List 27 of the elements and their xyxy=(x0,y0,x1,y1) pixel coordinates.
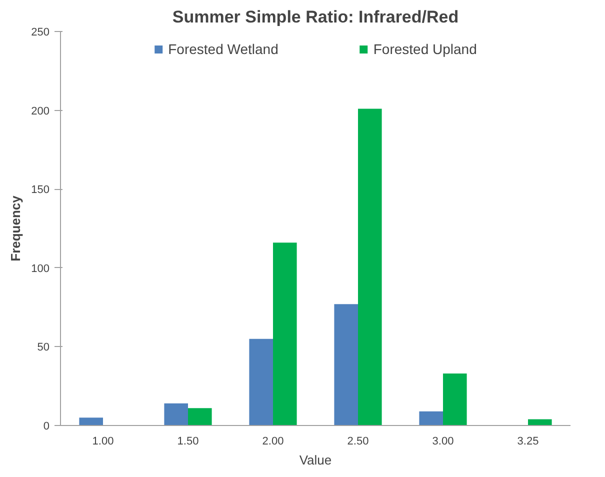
bar xyxy=(358,108,382,426)
chart-title: Summer Simple Ratio: Infrared/Red xyxy=(172,8,459,26)
bar xyxy=(419,411,443,426)
x-tick-label: 1.50 xyxy=(177,436,199,448)
bar xyxy=(249,338,273,426)
bar xyxy=(443,373,467,426)
y-tick-label: 200 xyxy=(31,105,50,118)
x-axis-title: Value xyxy=(299,452,332,468)
bar xyxy=(334,304,358,426)
y-tick-label: 100 xyxy=(31,262,50,275)
y-tick-label: 0 xyxy=(43,420,50,432)
bar xyxy=(188,408,212,426)
bar xyxy=(528,419,552,426)
legend-label: Forested Wetland xyxy=(168,41,278,57)
bar xyxy=(79,418,103,426)
x-tick-label: 3.00 xyxy=(432,436,454,448)
y-tick-label: 150 xyxy=(31,184,50,196)
bar xyxy=(164,403,188,426)
y-tick-label: 250 xyxy=(31,26,50,38)
x-tick-label: 1.00 xyxy=(92,436,114,448)
legend-label: Forested Upland xyxy=(373,41,477,57)
bar xyxy=(273,242,297,426)
x-tick-label: 2.50 xyxy=(347,436,369,448)
x-tick-label: 3.25 xyxy=(517,436,539,448)
y-tick-label: 50 xyxy=(37,342,50,354)
y-axis-title: Frequency xyxy=(8,194,24,262)
x-tick-label: 2.00 xyxy=(262,436,284,448)
